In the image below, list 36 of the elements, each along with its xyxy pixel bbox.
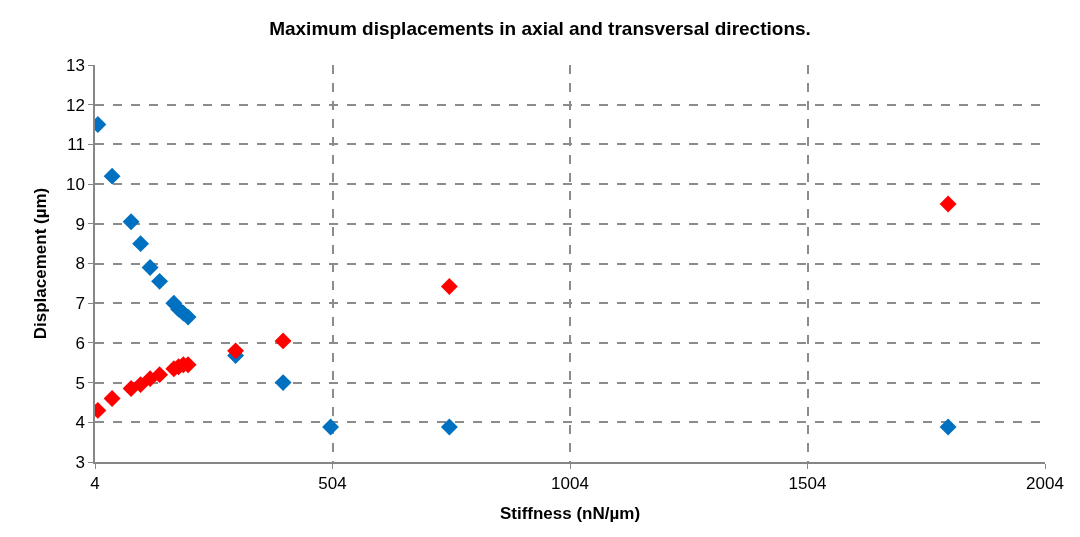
point [939,195,957,213]
y-tick-label: 10 [65,175,85,195]
x-tick-label: 4 [90,474,100,494]
point [274,332,292,350]
point [440,278,458,295]
chart-title: Maximum displacements in axial and transversal directions. [269,17,811,39]
y-tick-label: 12 [65,95,85,115]
y-axis-title: Displacement (µm) [30,187,50,340]
y-tick-label: 6 [75,333,85,353]
point [132,376,150,394]
y-tick-label: 9 [75,214,85,234]
y-tick-label: 11 [67,135,85,155]
x-tick-label: 1504 [788,474,827,494]
point [151,366,169,384]
y-tick-label: 8 [75,254,85,274]
point [939,418,957,436]
point [122,213,140,231]
point [103,167,121,185]
point [440,418,458,436]
y-tick-label: 4 [75,413,85,433]
y-tick-label: 7 [75,294,85,314]
y-tick-label: 13 [65,55,85,75]
x-tick-label: 1004 [551,474,589,494]
point [274,374,292,392]
x-axis-title: Stiffness (nN/µm) [499,504,641,524]
point [103,390,121,407]
point [179,308,197,326]
point [141,259,159,276]
point [151,272,169,290]
y-tick-label: 3 [75,452,85,472]
x-tick-label: 504 [318,474,347,494]
point [227,342,245,360]
y-tick-label: 5 [75,373,85,393]
point [132,235,150,253]
point [322,418,340,436]
x-tick-label: 2004 [1026,474,1064,494]
